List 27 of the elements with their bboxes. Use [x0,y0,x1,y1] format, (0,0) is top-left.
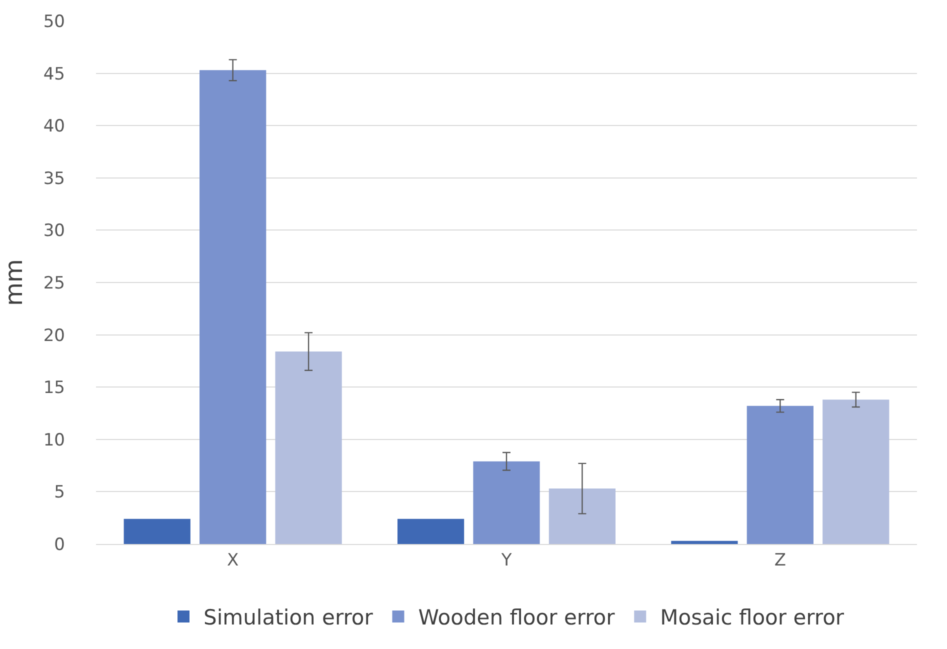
legend-label: Wooden floor error [418,606,616,630]
bar [397,518,464,544]
bar [275,352,342,544]
legend-label: Mosaic floor error [660,606,844,630]
y-tick-label: 45 [43,64,65,84]
x-tick-label: Z [774,550,786,570]
bar [671,540,738,544]
bar [746,406,814,544]
bar [473,461,540,544]
y-tick-label: 25 [43,273,65,294]
bar [822,400,890,544]
y-tick-label: 30 [43,221,65,242]
y-tick-label: 35 [43,168,65,189]
y-tick-label: 40 [43,116,65,137]
bar [548,488,616,544]
y-tick-label: 20 [43,326,65,346]
y-axis-title: mm [0,259,28,306]
y-tick-label: 10 [43,430,65,450]
bar [124,518,190,544]
y-tick-label: 0 [54,534,65,555]
legend-label: Simulation error [204,606,374,630]
y-tick-label: 15 [43,378,65,398]
y-tick-label: 50 [43,12,65,32]
x-tick-label: Y [500,550,512,570]
y-tick-label: 5 [54,482,65,503]
bar [200,70,266,544]
x-tick-label: X [227,550,239,570]
